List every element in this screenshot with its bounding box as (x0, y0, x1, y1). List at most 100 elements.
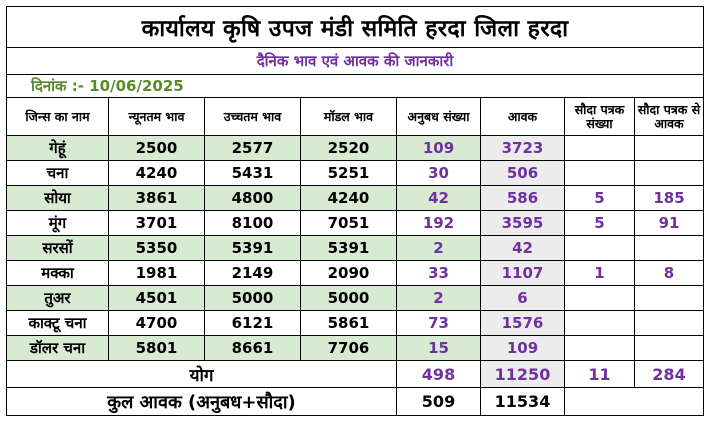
max-price: 8100 (204, 210, 301, 236)
office-title: कार्यालय कृषि उपज मंडी समिति हरदा जिला ह… (6, 6, 704, 48)
arrival: 1107 (480, 260, 565, 286)
arrival: 1576 (480, 310, 565, 336)
min-price: 5350 (108, 235, 205, 261)
commodity-name: डॉलर चना (6, 335, 109, 361)
max-price: 8661 (204, 335, 301, 361)
deal-count (564, 235, 635, 261)
contract-count: 42 (396, 185, 481, 211)
table-row: मक्का 1981 2149 2090 33 1107 1 8 (6, 260, 704, 286)
deal-arrival (634, 335, 704, 361)
deal-count: 1 (564, 260, 635, 286)
deal-count (564, 160, 635, 186)
table-row: गेहूं 2500 2577 2520 109 3723 (6, 135, 704, 161)
modal-price: 5391 (300, 235, 397, 261)
deal-count (564, 310, 635, 336)
table-row: मूंग 3701 8100 7051 192 3595 5 91 (6, 210, 704, 236)
max-price: 6121 (204, 310, 301, 336)
contract-count: 33 (396, 260, 481, 286)
commodity-name: सरसों (6, 235, 109, 261)
header-modal-price: मॉडल भाव (300, 97, 397, 136)
contract-count: 73 (396, 310, 481, 336)
arrival: 3595 (480, 210, 565, 236)
grand-total-blank (564, 387, 704, 416)
header-arrival: आवक (480, 97, 565, 136)
total-contracts: 498 (396, 360, 481, 388)
header-row: जिन्स का नाम न्यूनतम भाव उच्चतम भाव मॉडल… (6, 97, 704, 136)
min-price: 1981 (108, 260, 205, 286)
commodity-name: मक्का (6, 260, 109, 286)
deal-count (564, 135, 635, 161)
contract-count: 2 (396, 235, 481, 261)
commodity-name: मूंग (6, 210, 109, 236)
deal-count: 5 (564, 210, 635, 236)
modal-price: 5000 (300, 285, 397, 311)
header-deal-count: सौदा पत्रक संख्या (564, 97, 635, 136)
min-price: 5801 (108, 335, 205, 361)
deal-arrival: 185 (634, 185, 704, 211)
deal-arrival (634, 235, 704, 261)
arrival: 506 (480, 160, 565, 186)
deal-arrival (634, 285, 704, 311)
deal-count: 5 (564, 185, 635, 211)
max-price: 5391 (204, 235, 301, 261)
commodity-name: सोया (6, 185, 109, 211)
min-price: 4501 (108, 285, 205, 311)
total-row: योग 498 11250 11 284 (6, 360, 704, 388)
grand-total-contracts: 509 (396, 387, 481, 416)
deal-arrival (634, 160, 704, 186)
max-price: 2149 (204, 260, 301, 286)
table-row: डॉलर चना 5801 8661 7706 15 109 (6, 335, 704, 361)
arrival: 586 (480, 185, 565, 211)
rate-table: कार्यालय कृषि उपज मंडी समिति हरदा जिला ह… (6, 6, 704, 416)
commodity-name: चना (6, 160, 109, 186)
commodity-name: तुअर (6, 285, 109, 311)
deal-arrival (634, 135, 704, 161)
contract-count: 192 (396, 210, 481, 236)
min-price: 4700 (108, 310, 205, 336)
table-row: तुअर 4501 5000 5000 2 6 (6, 285, 704, 311)
contract-count: 30 (396, 160, 481, 186)
deal-count (564, 335, 635, 361)
report-date: दिनांक :- 10/06/2025 (6, 74, 704, 98)
arrival: 6 (480, 285, 565, 311)
max-price: 5431 (204, 160, 301, 186)
header-min-price: न्यूनतम भाव (108, 97, 205, 136)
header-max-price: उच्चतम भाव (204, 97, 301, 136)
min-price: 3861 (108, 185, 205, 211)
header-contract-count: अनुबध संख्या (396, 97, 481, 136)
total-deal-arrival: 284 (634, 360, 704, 388)
deal-arrival: 8 (634, 260, 704, 286)
commodity-name: काक्टू चना (6, 310, 109, 336)
grand-total-label: कुल आवक (अनुबध+सौदा) (6, 387, 397, 416)
arrival: 3723 (480, 135, 565, 161)
grand-total-row: कुल आवक (अनुबध+सौदा) 509 11534 (6, 387, 704, 416)
arrival: 42 (480, 235, 565, 261)
contract-count: 2 (396, 285, 481, 311)
max-price: 2577 (204, 135, 301, 161)
modal-price: 7706 (300, 335, 397, 361)
total-deals: 11 (564, 360, 635, 388)
commodity-name: गेहूं (6, 135, 109, 161)
min-price: 3701 (108, 210, 205, 236)
min-price: 2500 (108, 135, 205, 161)
modal-price: 5861 (300, 310, 397, 336)
contract-count: 15 (396, 335, 481, 361)
table-row: सोया 3861 4800 4240 42 586 5 185 (6, 185, 704, 211)
modal-price: 7051 (300, 210, 397, 236)
min-price: 4240 (108, 160, 205, 186)
report-subtitle: दैनिक भाव एवं आवक की जानकारी (6, 47, 704, 75)
modal-price: 4240 (300, 185, 397, 211)
modal-price: 2090 (300, 260, 397, 286)
table-row: सरसों 5350 5391 5391 2 42 (6, 235, 704, 261)
deal-count (564, 285, 635, 311)
table-row: काक्टू चना 4700 6121 5861 73 1576 (6, 310, 704, 336)
mandi-rate-sheet: कार्यालय कृषि उपज मंडी समिति हरदा जिला ह… (6, 6, 704, 416)
header-deal-arrival: सौदा पत्रक से आवक (634, 97, 704, 136)
arrival: 109 (480, 335, 565, 361)
header-commodity: जिन्स का नाम (6, 97, 109, 136)
total-label: योग (6, 360, 397, 388)
max-price: 5000 (204, 285, 301, 311)
total-arrival: 11250 (480, 360, 565, 388)
deal-arrival (634, 310, 704, 336)
modal-price: 2520 (300, 135, 397, 161)
